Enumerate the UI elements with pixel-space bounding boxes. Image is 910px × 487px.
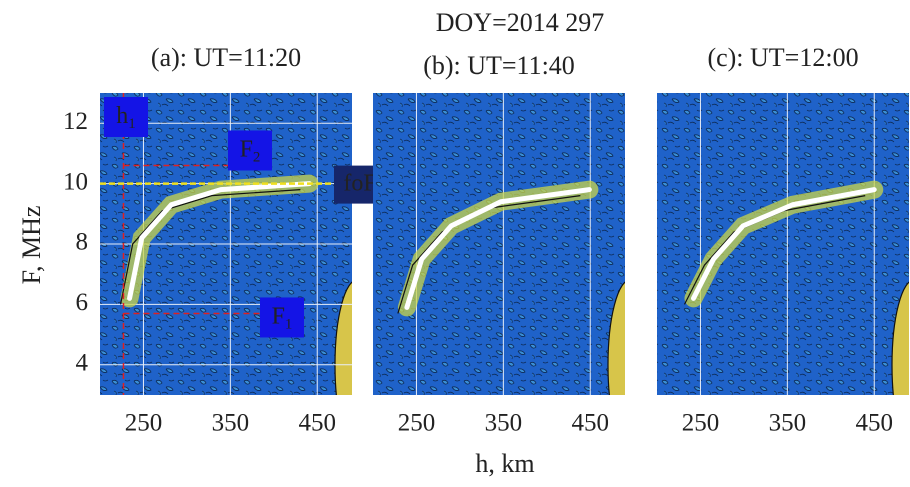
marker-label: F1: [272, 303, 293, 333]
panel-background: [373, 93, 625, 395]
trace-line: [690, 187, 877, 301]
figure-title: DOY=2014 297: [436, 8, 605, 37]
x-tick-label: 350: [485, 410, 523, 437]
marker-label: h1: [116, 103, 136, 133]
echo-edge: [683, 195, 866, 305]
x-tick-label: 450: [855, 410, 893, 437]
marker-label-box: [104, 97, 148, 137]
x-tick-label: 250: [398, 410, 436, 437]
trace-line: [127, 181, 312, 301]
x-tick-label: 450: [571, 410, 609, 437]
y-tick-label: 10: [63, 168, 88, 195]
panel-background: [657, 93, 909, 395]
panel: [657, 93, 909, 395]
second-hop-echo: [607, 281, 625, 395]
x-tick-label: 350: [212, 410, 250, 437]
echo-edge: [119, 189, 301, 305]
panel-title: (a): UT=11:20: [151, 43, 301, 72]
marker-label: F2: [240, 136, 261, 166]
x-tick-label: 350: [769, 410, 807, 437]
echo-edge: [397, 195, 581, 314]
marker-label-text: F: [272, 303, 285, 329]
panel: [373, 93, 625, 395]
panel: [100, 93, 352, 395]
y-tick-label: 8: [76, 229, 89, 256]
marker-label-subscript: 1: [128, 116, 136, 132]
x-axis-label: h, km: [475, 449, 534, 478]
x-tick-label: 250: [125, 410, 163, 437]
marker-label-subscript: 2: [253, 150, 261, 166]
y-tick-label: 4: [76, 350, 89, 377]
trace-line: [404, 187, 592, 310]
y-axis-label: F, MHz: [17, 206, 46, 285]
marker-label-text: F: [240, 136, 253, 162]
marker-label-box: [228, 130, 272, 171]
y-tick-label: 12: [63, 108, 88, 135]
x-tick-label: 250: [682, 410, 720, 437]
marker-label-text: h: [116, 103, 128, 129]
second-hop-echo: [891, 281, 909, 395]
marker-label-box: [260, 297, 304, 338]
marker-label-subscript: 1: [285, 317, 293, 333]
y-tick-label: 6: [76, 289, 89, 316]
panel-title: (c): UT=12:00: [707, 43, 858, 72]
x-tick-label: 450: [298, 410, 336, 437]
panel-title: (b): UT=11:40: [423, 51, 575, 80]
